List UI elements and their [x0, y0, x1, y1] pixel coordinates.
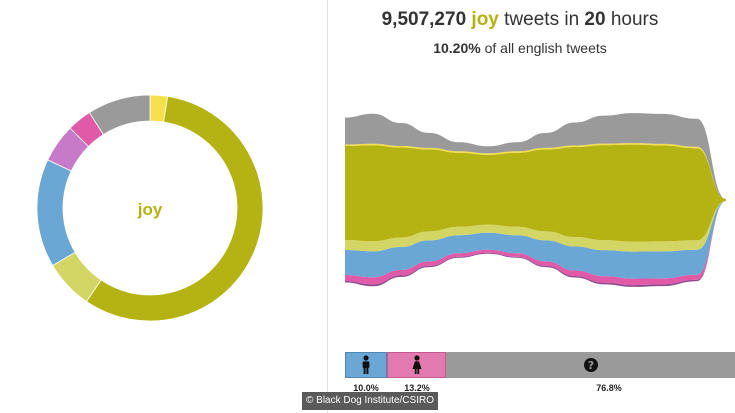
donut-center-label: joy [137, 200, 163, 219]
headline-mid: tweets in [504, 9, 580, 30]
question-mark-icon: ? [583, 358, 598, 372]
unknown-segment: ? [446, 352, 735, 378]
hours-value: 20 [584, 9, 606, 30]
emotion-donut-chart: joy [36, 94, 264, 322]
stream-layer-4 [345, 201, 726, 252]
stream-layer-7 [345, 113, 726, 199]
emotion-streamgraph [345, 113, 726, 287]
female-person-icon [411, 355, 422, 374]
male-segment [345, 352, 387, 378]
donut-slice-4 [36, 159, 76, 267]
donut-panel: joy [0, 0, 327, 413]
stream-layer-2 [345, 201, 726, 286]
stats-header: 9,507,270 joy tweets in 20 hours 10.20% … [328, 8, 712, 58]
female-segment [387, 352, 446, 378]
panel-divider [327, 0, 328, 413]
donut-slice-2 [85, 95, 264, 322]
unknown-percent-label: 76.8% [596, 383, 622, 393]
stream-layer-3 [345, 201, 726, 279]
photo-credit: © Black Dog Institute/CSIRO [302, 392, 438, 410]
svg-text:?: ? [587, 359, 593, 372]
tweet-count: 9,507,270 [381, 9, 467, 30]
share-suffix: of all english tweets [484, 40, 607, 56]
gender-bar: ? [345, 352, 735, 378]
emotion-name: joy [471, 9, 499, 30]
gender-labels: 10.0% 13.2% 76.8% [345, 383, 735, 397]
share-line: 10.20% of all english tweets [328, 38, 712, 58]
female-percent-label: 13.2% [404, 383, 430, 393]
share-percent: 10.20% [433, 40, 481, 56]
stream-layer-5 [345, 144, 726, 242]
male-percent-label: 10.0% [353, 383, 379, 393]
male-person-icon [362, 355, 370, 374]
donut-slice-7 [88, 94, 151, 136]
hours-unit: hours [610, 9, 659, 30]
headline: 9,507,270 joy tweets in 20 hours [328, 8, 712, 32]
